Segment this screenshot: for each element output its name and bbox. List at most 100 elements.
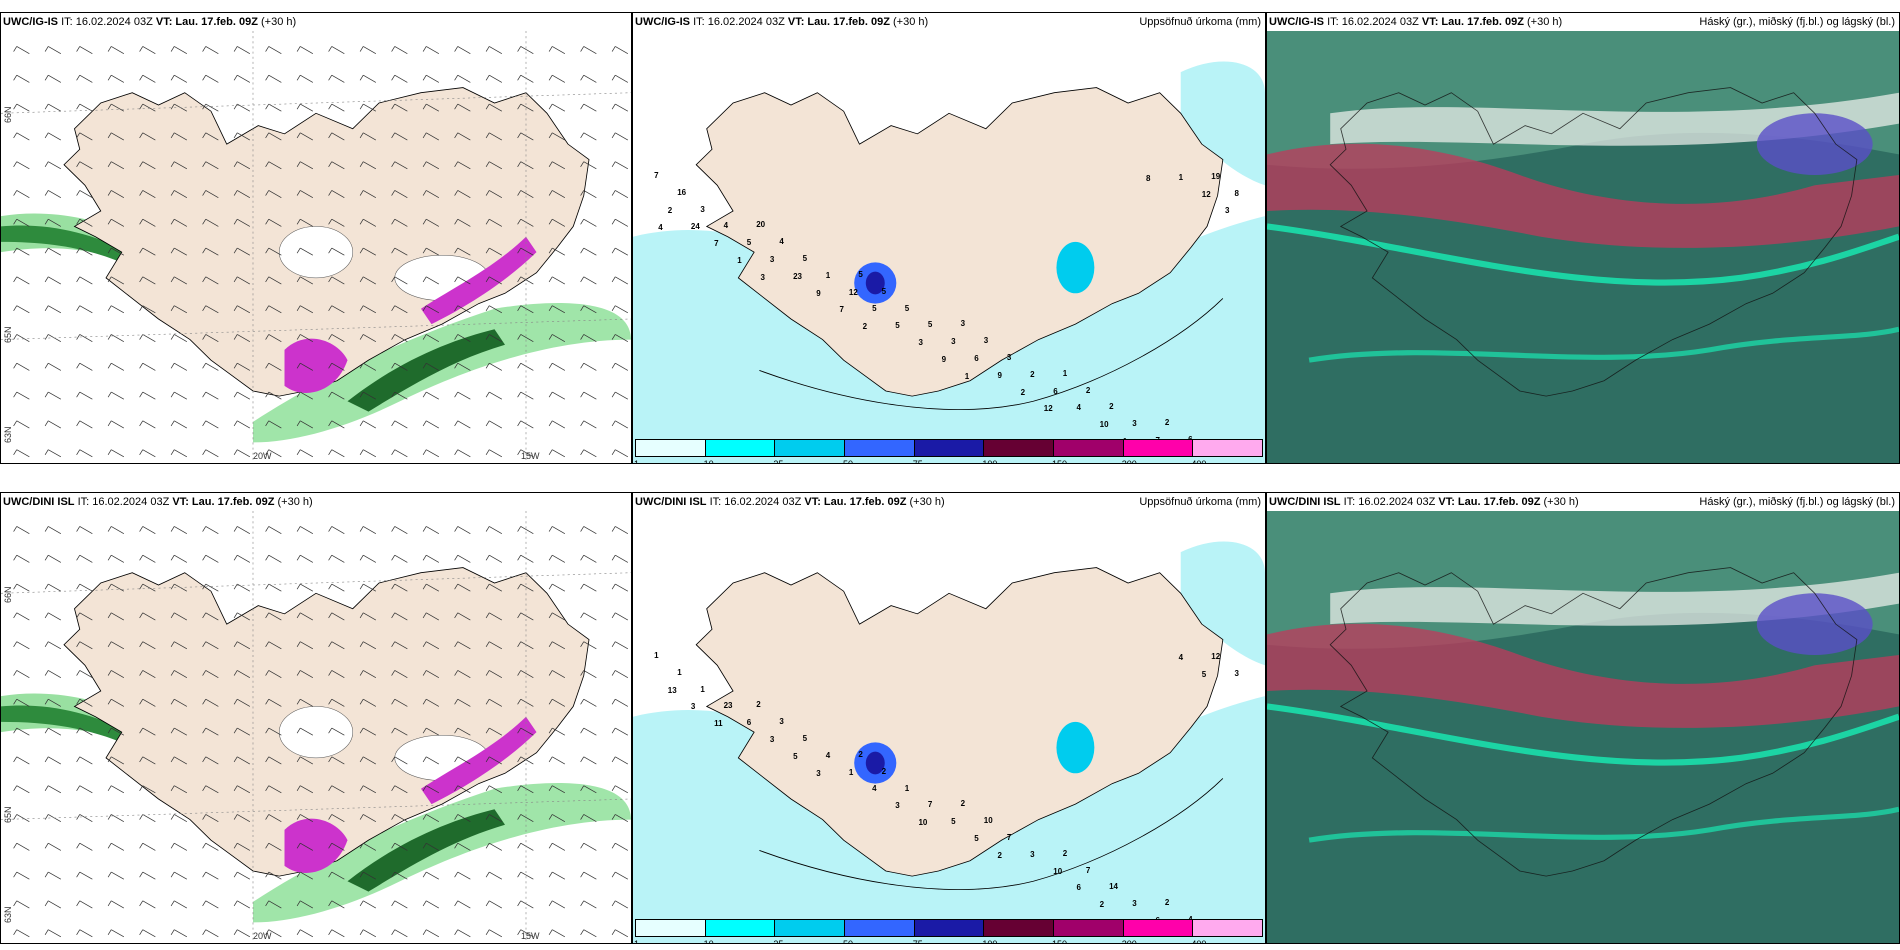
- cloud-layer: [1756, 593, 1873, 655]
- wind-barb: [485, 218, 503, 227]
- init-time: IT: 16.02.2024 03Z: [77, 496, 170, 508]
- axis-label: 20W: [253, 931, 272, 941]
- wind-barb: [107, 842, 125, 851]
- wind-barb: [44, 449, 62, 458]
- wind-barb: [233, 641, 251, 650]
- lead-time: (+30 h): [893, 16, 929, 28]
- wind-barb: [233, 900, 251, 909]
- wind-barb: [202, 103, 219, 112]
- init-time: IT: 16.02.2024 03Z: [693, 16, 785, 28]
- precip-max: [865, 271, 885, 295]
- precip-value: 20: [756, 220, 766, 230]
- wind-barb: [233, 526, 251, 534]
- wind-barb: [485, 612, 503, 621]
- wind-barb: [328, 583, 345, 592]
- wind-barb: [44, 871, 62, 880]
- wind-barb: [548, 334, 566, 342]
- precip-value: 5: [904, 303, 910, 313]
- wind-barb: [76, 276, 93, 285]
- wind-barb: [328, 46, 345, 54]
- wind-barb: [580, 929, 597, 938]
- wind-barb: [233, 814, 251, 822]
- wind-barb: [611, 334, 629, 342]
- wind-barb: [454, 305, 471, 314]
- axis-label: 20W: [253, 451, 272, 461]
- wind-barb: [391, 785, 408, 794]
- wind-barb: [76, 74, 93, 83]
- wind-barb: [328, 526, 345, 534]
- colorbar-label: 75: [912, 459, 923, 464]
- wind-barb: [170, 526, 188, 534]
- wind-barb: [296, 305, 314, 314]
- wind-barb: [328, 756, 345, 765]
- wind-barb: [233, 247, 251, 256]
- wind-barb: [485, 727, 503, 736]
- precip-values: 1222221321074151714122347333615106133456…: [633, 511, 1265, 943]
- wind-barb: [202, 161, 219, 170]
- wind-barb: [422, 276, 440, 285]
- wind-barb: [391, 554, 408, 563]
- wind-barb: [454, 190, 471, 198]
- wind-barb: [265, 305, 282, 314]
- wind-barb: [13, 785, 30, 794]
- wind-barb: [233, 132, 251, 141]
- wind-barb: [139, 554, 156, 563]
- wind-barb: [548, 391, 566, 400]
- wind-barb: [296, 814, 314, 822]
- wind-barb: [139, 727, 156, 736]
- wind-barb: [328, 449, 345, 458]
- wind-barb: [485, 583, 503, 592]
- wind-barb: [44, 420, 62, 429]
- panel-wind-dini: UWC/DINI ISL IT: 16.02.2024 03Z VT: Lau.…: [0, 492, 632, 944]
- wind-barb: [76, 46, 93, 54]
- wind-barb: [611, 670, 629, 678]
- wind-barb: [611, 526, 629, 534]
- wind-barb: [139, 871, 156, 880]
- axis-label: 66N: [3, 586, 13, 603]
- precip-value: 3: [769, 735, 775, 744]
- colorbar-swatch: 1: [634, 919, 705, 943]
- precip-value: 3: [760, 272, 765, 282]
- wind-barb: [170, 334, 188, 342]
- wind-barb: [139, 583, 156, 592]
- precip-value: 2: [881, 766, 887, 776]
- wind-barb: [328, 161, 345, 170]
- wind-barb: [548, 132, 566, 141]
- wind-barb: [202, 785, 219, 794]
- wind-barb: [580, 132, 597, 141]
- precip-value: 2: [1109, 402, 1114, 412]
- wind-barb: [296, 420, 314, 429]
- wind-barb: [611, 276, 629, 285]
- panel-header: UWC/DINI ISL IT: 16.02.2024 03Z VT: Lau.…: [633, 493, 1265, 511]
- wind-barb: [359, 554, 377, 563]
- precip-value: 1: [1178, 172, 1184, 182]
- wind-barb: [107, 218, 125, 227]
- wind-barb: [485, 756, 503, 765]
- colorbar-swatch: 400: [1191, 439, 1264, 463]
- axis-label: 65N: [3, 326, 13, 343]
- colorbar-swatch: 1: [634, 439, 705, 463]
- panel-title: Háský (gr.), miðský (fj.bl.) og lágský (…: [1699, 16, 1895, 28]
- wind-barb: [13, 641, 30, 650]
- wind-shade: [347, 809, 505, 892]
- precip-value: 9: [816, 288, 821, 298]
- precip-value: 5: [974, 833, 979, 843]
- wind-barb: [328, 641, 345, 650]
- precip-value: 2: [862, 322, 868, 332]
- axis-label: 15W: [521, 931, 540, 941]
- precip-value: 2: [1164, 418, 1170, 428]
- wind-barb: [391, 362, 408, 371]
- wind-barb: [107, 814, 125, 822]
- precip-value: 3: [1132, 419, 1137, 429]
- wind-barb: [485, 641, 503, 650]
- precip-value: 6: [974, 353, 979, 363]
- precip-value: 10: [1053, 866, 1063, 876]
- panel-precip-dini: UWC/DINI ISL IT: 16.02.2024 03Z VT: Lau.…: [632, 492, 1266, 944]
- wind-barb: [13, 334, 30, 342]
- precip-value: 12: [1201, 189, 1211, 199]
- wind-barb: [76, 218, 93, 227]
- colorbar-label: 400: [1191, 939, 1207, 944]
- wind-barb: [76, 929, 93, 938]
- iceland-land: [695, 567, 1224, 877]
- wind-barb: [611, 74, 629, 83]
